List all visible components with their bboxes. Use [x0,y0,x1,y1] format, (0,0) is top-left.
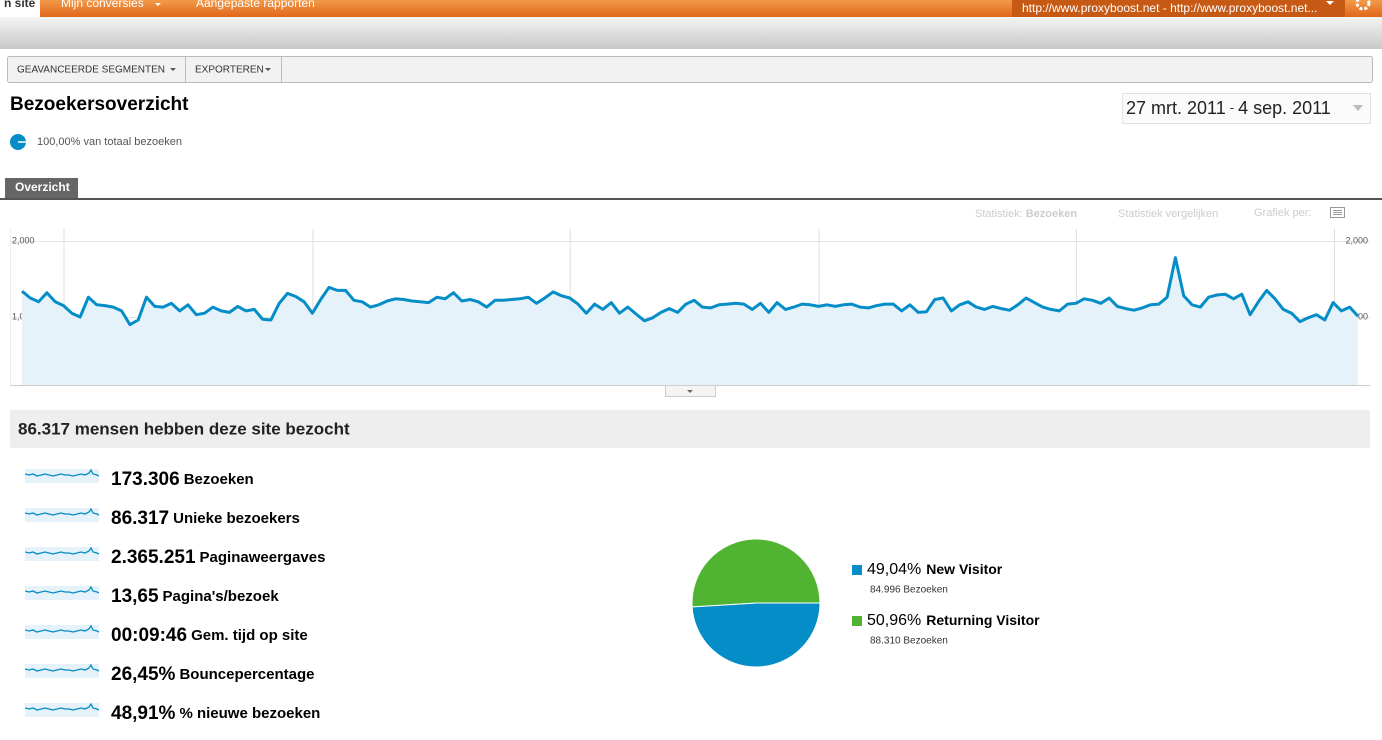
metric-label: Pagina's/bezoek [163,588,280,605]
metric-value: 00:09:46 [111,625,187,646]
metric-label: Unieke bezoekers [173,510,300,527]
legend-swatch [852,565,862,575]
legend-swatch [852,616,862,626]
sparkline [25,586,99,600]
y-tick-label: 2,000 [1345,235,1368,245]
metrics: 173.306 Bezoeken 86.317 Unieke bezoekers 2.3… [25,469,325,724]
dropdown-arrow [1353,105,1363,111]
metric-value: 2.365.251 [111,547,196,568]
dropdown-arrow [1326,1,1334,5]
line [21,256,1360,327]
legend-value: 49,04% [867,561,921,578]
toolbar-button[interactable]: EXPORTEREN [195,65,264,76]
legend-value: 50,96% [867,612,921,629]
date-end: 4 sep. 2011 [1238,98,1331,118]
summary-band [10,410,1370,448]
graph-by-icon-lines [1333,210,1342,215]
tab-label[interactable]: Overzicht [15,180,70,194]
date-range[interactable]: 27 mrt. 2011-4 sep. 2011 [1126,98,1331,118]
page-title: Bezoekersoverzicht [10,94,189,115]
gear-icon[interactable] [1355,0,1371,11]
legend-label: Returning Visitor [926,612,1040,628]
metric: 2.365.251 Paginaweergaves [111,547,325,568]
segment-label: 100,00% van totaal bezoeken [37,136,182,148]
sparkline [25,469,99,483]
nav-tab[interactable]: Aangepaste rapporten [196,0,315,10]
line-chart: 1 apr.1 mei1 jun.1 jul.1 aug.1,0001,0002… [10,229,1370,385]
legend-entry: 50,96% Returning Visitor [867,612,1040,630]
metric-label: Gem. tijd op site [191,627,308,644]
metric-label: Bezoeken [184,471,254,488]
metric-label: Bouncepercentage [179,666,314,683]
summary-heading: 86.317 mensen hebben deze site bezocht [18,419,350,438]
tab[interactable] [5,178,78,199]
dropdown-arrow [155,3,161,6]
sparkline [25,625,99,639]
metric: 86.317 Unieke bezoekers [111,508,300,529]
sparkline [25,664,99,678]
date-start: 27 mrt. 2011 [1126,98,1226,118]
compare-control[interactable]: Statistiek vergelijken [1118,208,1218,220]
y-tick-label: 2,000 [12,235,35,245]
metric-value: 26,45% [111,664,176,685]
dropdown-arrow [265,68,271,71]
sparkline [25,547,99,561]
metric: 173.306 Bezoeken [111,469,254,490]
date-separator: - [1230,100,1234,115]
pie-slice [691,538,821,608]
toolbar [7,56,1373,83]
metric-label: % nieuwe bezoeken [179,705,320,722]
metric: 48,91%% nieuwe bezoeken [111,703,320,724]
metric-value: 13,65 [111,586,159,607]
legend-entry: 49,04% New Visitor [867,561,1003,579]
legend-sublabel: 84.996 Bezoeken [870,585,948,596]
metric-value: 86.317 [111,508,169,529]
metric-value: 48,91% [111,703,176,724]
date-picker[interactable] [1122,93,1371,124]
metric: 00:09:46 Gem. tijd op site [111,625,308,646]
sparkline [25,703,99,717]
nav-tab[interactable]: n site [4,0,36,10]
metric: 13,65 Pagina's/bezoek [111,586,279,607]
metric-label: Statistiek: [975,208,1023,220]
legend-sublabel: 88.310 Bezoeken [870,636,948,647]
nav-tab[interactable]: Mijn conversies [61,0,144,10]
metric: 26,45% Bouncepercentage [111,664,315,685]
profile-box[interactable] [1012,0,1345,17]
metric-control[interactable]: Statistiek: Bezoeken [975,208,1077,220]
resize-arrow [687,390,693,393]
sparkline [25,508,99,522]
active-tab[interactable] [0,0,40,17]
profile-name[interactable]: http://www.proxyboost.net - http://www.p… [1022,1,1317,15]
metric-label: Paginaweergaves [200,549,326,566]
graph-by-control[interactable]: Grafiek per: [1254,207,1311,219]
pie-chart: 49,04% New Visitor 84.996 Bezoeken 50,96% Re… [691,538,1040,668]
sub-bar [0,17,1382,49]
dropdown-arrow [170,68,176,71]
area [22,257,1358,385]
pie-slice [691,602,821,668]
metric-name: Bezoeken [1026,208,1078,220]
toolbar-button[interactable]: GEAVANCEERDE SEGMENTEN [17,65,165,76]
metric-value: 173.306 [111,469,180,490]
legend-label: New Visitor [926,561,1003,577]
